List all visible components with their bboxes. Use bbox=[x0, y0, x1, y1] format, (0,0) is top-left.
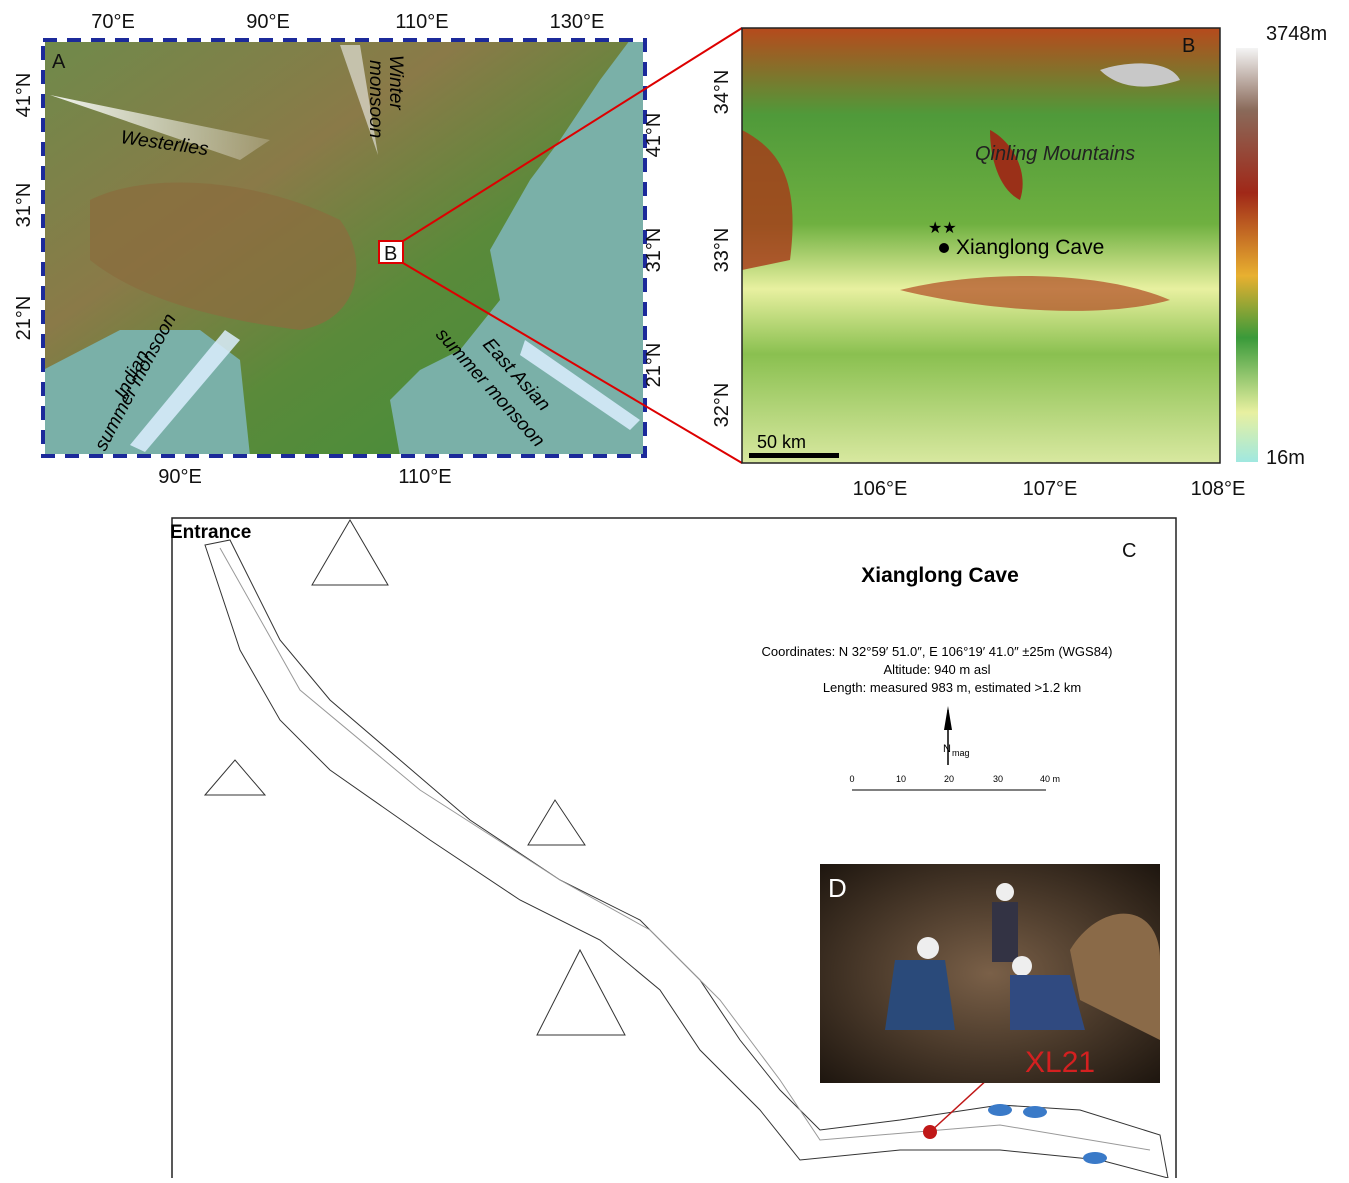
tick-label: 32°N bbox=[711, 383, 733, 428]
tick-label: 21°N bbox=[643, 343, 665, 388]
tick-label: 110°E bbox=[395, 11, 448, 33]
annotation: Qinling Mountains bbox=[975, 143, 1135, 165]
cave-marker bbox=[939, 243, 949, 253]
annotation: Xianglong Cave bbox=[956, 236, 1104, 259]
star: ★★ bbox=[928, 220, 957, 237]
tick-label: 107°E bbox=[1023, 478, 1078, 500]
colorbar bbox=[1236, 48, 1258, 462]
scale-bar bbox=[749, 453, 839, 458]
scale-label: 10 bbox=[896, 774, 906, 784]
tick-label: 106°E bbox=[853, 478, 908, 500]
tick-label: 130°E bbox=[550, 11, 605, 33]
tick-label: 110°E bbox=[398, 466, 451, 488]
tick-label: 108°E bbox=[1191, 478, 1246, 500]
info: Altitude: 940 m asl bbox=[884, 662, 991, 677]
scale-label: 30 bbox=[993, 774, 1003, 784]
panel-label: C bbox=[1122, 540, 1136, 562]
cave-title: Xianglong Cave bbox=[861, 564, 1019, 587]
cross-section bbox=[312, 520, 388, 585]
person bbox=[996, 883, 1014, 901]
person bbox=[917, 937, 939, 959]
person bbox=[1012, 956, 1032, 976]
info: Coordinates: N 32°59′ 51.0″, E 106°19′ 4… bbox=[761, 644, 1112, 659]
tick-label: 21°N bbox=[13, 296, 35, 341]
scale-label: 50 km bbox=[757, 432, 806, 452]
sample-label: XL21 bbox=[1025, 1046, 1095, 1079]
panel-d: D XL21 bbox=[820, 864, 1160, 1083]
north-label: N bbox=[943, 743, 951, 755]
panel-b: B Qinling Mountains ★★ Xianglong Cave 50… bbox=[711, 23, 1327, 500]
north-arrow bbox=[944, 706, 952, 730]
colorbar-label: 16m bbox=[1266, 447, 1305, 469]
panel-label: A bbox=[52, 51, 66, 73]
inset-label: B bbox=[384, 243, 397, 265]
person bbox=[992, 902, 1018, 962]
north-label: mag bbox=[952, 748, 970, 758]
info: Length: measured 983 m, estimated >1.2 k… bbox=[823, 680, 1081, 695]
tick-label: 90°E bbox=[246, 11, 290, 33]
entrance-label: Entrance bbox=[170, 522, 251, 543]
pool bbox=[1023, 1106, 1047, 1118]
tick-label: 31°N bbox=[643, 228, 665, 273]
person bbox=[885, 960, 955, 1030]
panel-label: D bbox=[828, 873, 847, 903]
figure: A B Westerlies Winter monsoon Indian sum… bbox=[0, 0, 1349, 1178]
cross-section bbox=[537, 950, 625, 1035]
colorbar-label: 3748m bbox=[1266, 23, 1327, 45]
annotation: Winter bbox=[385, 55, 406, 110]
cross-section bbox=[528, 800, 585, 845]
scale-label: 0 bbox=[849, 774, 854, 784]
tick-label: 33°N bbox=[711, 228, 733, 273]
sample-site bbox=[923, 1125, 937, 1139]
pool bbox=[1083, 1152, 1107, 1164]
tick-label: 90°E bbox=[158, 466, 202, 488]
cross-section bbox=[205, 760, 265, 795]
pool bbox=[988, 1104, 1012, 1116]
scale-label: 20 bbox=[944, 774, 954, 784]
panel-a: A B Westerlies Winter monsoon Indian sum… bbox=[13, 11, 665, 488]
tick-label: 31°N bbox=[13, 183, 35, 228]
tick-label: 41°N bbox=[643, 113, 665, 158]
scale-label: 40 m bbox=[1040, 774, 1060, 784]
panel-label: B bbox=[1182, 35, 1195, 57]
annotation: monsoon bbox=[365, 60, 386, 138]
tick-label: 41°N bbox=[13, 73, 35, 118]
tick-label: 34°N bbox=[711, 70, 733, 115]
tick-label: 70°E bbox=[91, 11, 135, 33]
